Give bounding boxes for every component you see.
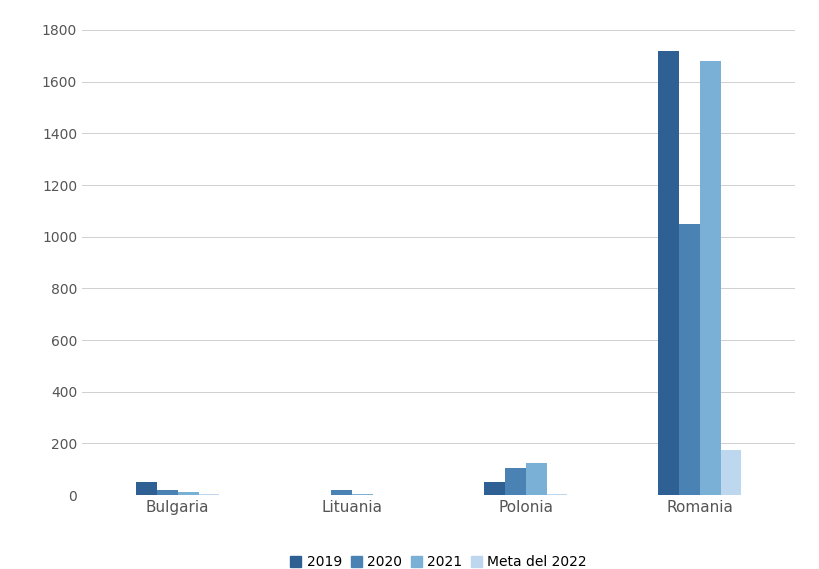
- Bar: [505, 468, 525, 495]
- Bar: [546, 494, 567, 495]
- Bar: [178, 492, 198, 495]
- Bar: [351, 494, 372, 495]
- Bar: [136, 482, 156, 495]
- Bar: [678, 224, 699, 495]
- Legend: 2019, 2020, 2021, Meta del 2022: 2019, 2020, 2021, Meta del 2022: [284, 550, 592, 569]
- Bar: [525, 463, 546, 495]
- Bar: [330, 490, 351, 495]
- Bar: [156, 490, 178, 495]
- Bar: [198, 494, 219, 495]
- Bar: [483, 482, 505, 495]
- Bar: [657, 51, 678, 495]
- Bar: [699, 61, 720, 495]
- Bar: [720, 450, 740, 495]
